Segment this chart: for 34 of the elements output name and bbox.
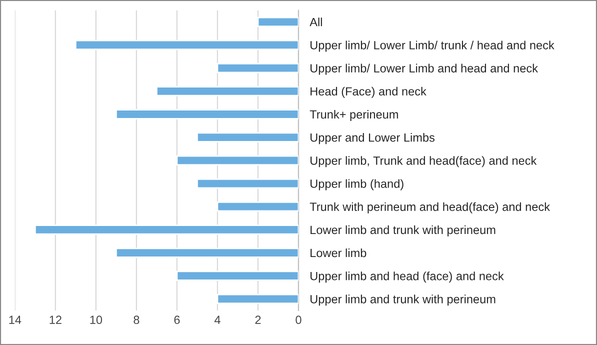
bar <box>116 248 298 258</box>
y-tick-label: Upper and Lower Limbs <box>310 133 435 144</box>
bar <box>156 86 298 96</box>
bar <box>34 224 298 235</box>
bar <box>196 178 298 189</box>
y-tick-label: All <box>310 18 322 26</box>
bar <box>74 40 298 50</box>
bar <box>116 109 298 120</box>
x-tick-label: 8 <box>134 316 140 324</box>
bar <box>176 270 298 281</box>
x-tick-label: 14 <box>9 316 22 324</box>
y-tick-label: Head (Face) and neck <box>310 86 426 98</box>
y-tick-label: Upper limb/ Lower Limb/ trunk / head and neck <box>310 40 554 52</box>
bar <box>196 132 298 142</box>
y-tick-label: Trunk with perineum and head(face) and neck <box>310 202 550 214</box>
y-tick-label: Upper limb and trunk with perineum <box>310 294 496 306</box>
bar <box>257 16 298 27</box>
x-tick-label: 4 <box>214 316 220 324</box>
x-tick-label: 12 <box>50 316 62 324</box>
y-tick-label: Upper limb/ Lower Limb and head and neck <box>310 64 538 75</box>
x-tick-label: 2 <box>255 316 261 324</box>
y-tick-label: Lower limb and trunk with perineum <box>310 225 496 236</box>
y-tick-label: Upper limb and head (face) and neck <box>310 272 504 283</box>
bar <box>216 62 298 74</box>
x-tick-label: 6 <box>174 316 180 324</box>
y-tick-label: Trunk+ perineum <box>310 110 398 121</box>
y-tick-label: Upper limb (hand) <box>310 179 404 190</box>
x-tick-label: 0 <box>296 316 302 324</box>
y-tick-label: Lower limb <box>310 248 366 258</box>
bar <box>216 294 298 304</box>
x-tick-label: 10 <box>90 316 102 324</box>
y-tick-label: Upper limb, Trunk and head(face) and neck <box>310 156 537 168</box>
bar <box>216 202 298 212</box>
bar <box>176 155 298 166</box>
